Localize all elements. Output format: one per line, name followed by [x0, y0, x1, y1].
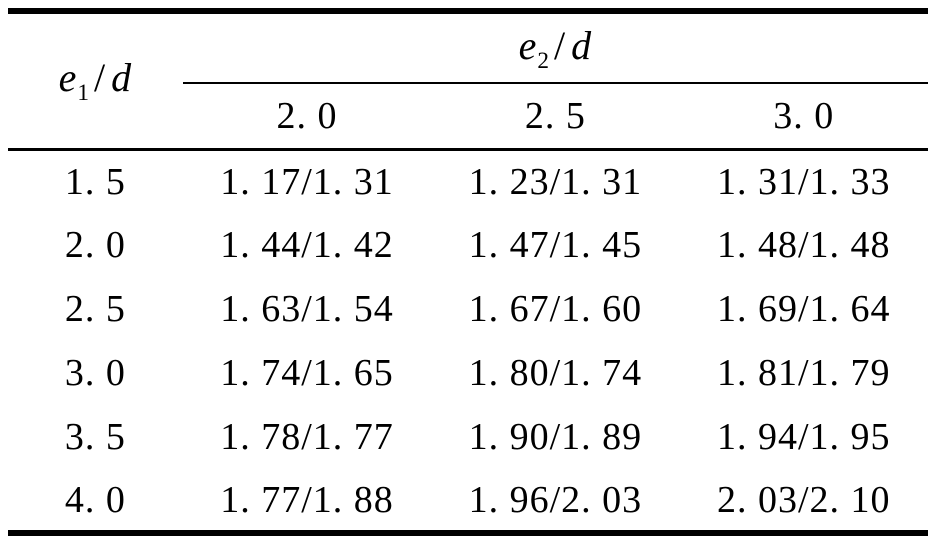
table-cell: 1. 48/1. 48: [717, 224, 891, 266]
row-label: 1. 5: [64, 160, 126, 203]
table-cell: 1. 90/1. 89: [468, 416, 643, 458]
row-variable-label: e1/d: [58, 55, 133, 106]
row-variable-header: e1/d: [8, 11, 183, 151]
row-variable-separator: /: [94, 55, 107, 101]
table-cell: 1. 31/1. 33: [717, 160, 891, 203]
row-variable-subscript: 1: [77, 80, 90, 107]
table-cell: 1. 78/1. 77: [220, 416, 394, 458]
table-cell: 1. 94/1. 95: [717, 416, 891, 458]
row-variable-symbol: e: [58, 55, 78, 101]
column-variable-symbol: e: [518, 22, 538, 68]
table-cell: 1. 69/1. 64: [717, 288, 891, 330]
table-cell: 1. 96/2. 03: [468, 478, 643, 521]
table-cell: 1. 77/1. 88: [220, 478, 394, 521]
table-row: 2. 5 1. 63/1. 54 1. 67/1. 60 1. 69/1. 64: [8, 277, 928, 341]
column-label-row: 2. 0 2. 5 3. 0: [8, 83, 928, 151]
table-cell: 1. 67/1. 60: [468, 288, 643, 330]
table-cell: 1. 81/1. 79: [717, 352, 891, 394]
column-label: 2. 0: [182, 83, 432, 151]
row-label: 2. 0: [64, 224, 126, 266]
column-variable-subscript: 2: [537, 47, 550, 74]
column-variable-header: e2/d: [182, 11, 928, 84]
table-cell: 1. 17/1. 31: [220, 160, 394, 203]
spanner-header-row: e1/d e2/d: [8, 11, 928, 151]
column-label: 3. 0: [679, 83, 928, 151]
table-row: 3. 5 1. 78/1. 77 1. 90/1. 89 1. 94/1. 95: [8, 405, 928, 469]
table-cell: 2. 03/2. 10: [717, 478, 891, 521]
row-variable-divisor: d: [111, 55, 133, 101]
column-variable-label: e2/d: [518, 22, 593, 74]
table-cell: 1. 44/1. 42: [220, 224, 394, 266]
row-label: 3. 0: [64, 352, 126, 394]
column-variable-divisor: d: [571, 22, 593, 68]
table-cell: 1. 74/1. 65: [220, 352, 394, 394]
table-cell: 1. 63/1. 54: [220, 288, 394, 330]
table-cell: 1. 47/1. 45: [468, 224, 643, 266]
row-label: 2. 5: [64, 288, 126, 330]
table-row: 1. 5 1. 17/1. 31 1. 23/1. 31 1. 31/1. 33: [8, 149, 928, 213]
table-row: 2. 0 1. 44/1. 42 1. 47/1. 45 1. 48/1. 48: [8, 213, 928, 277]
column-variable-separator: /: [554, 22, 567, 68]
table-cell: 1. 23/1. 31: [468, 160, 643, 203]
data-table: e1/d e2/d 2. 0 2. 5 3. 0 1. 5 1. 17/1. 3…: [8, 8, 928, 536]
table-cell: 1. 80/1. 74: [468, 352, 643, 394]
column-label: 2. 5: [431, 83, 680, 151]
row-label: 3. 5: [64, 416, 126, 458]
table-row: 4. 0 1. 77/1. 88 1. 96/2. 03 2. 03/2. 10: [8, 469, 928, 533]
table-row: 3. 0 1. 74/1. 65 1. 80/1. 74 1. 81/1. 79: [8, 341, 928, 405]
row-label: 4. 0: [64, 478, 126, 521]
